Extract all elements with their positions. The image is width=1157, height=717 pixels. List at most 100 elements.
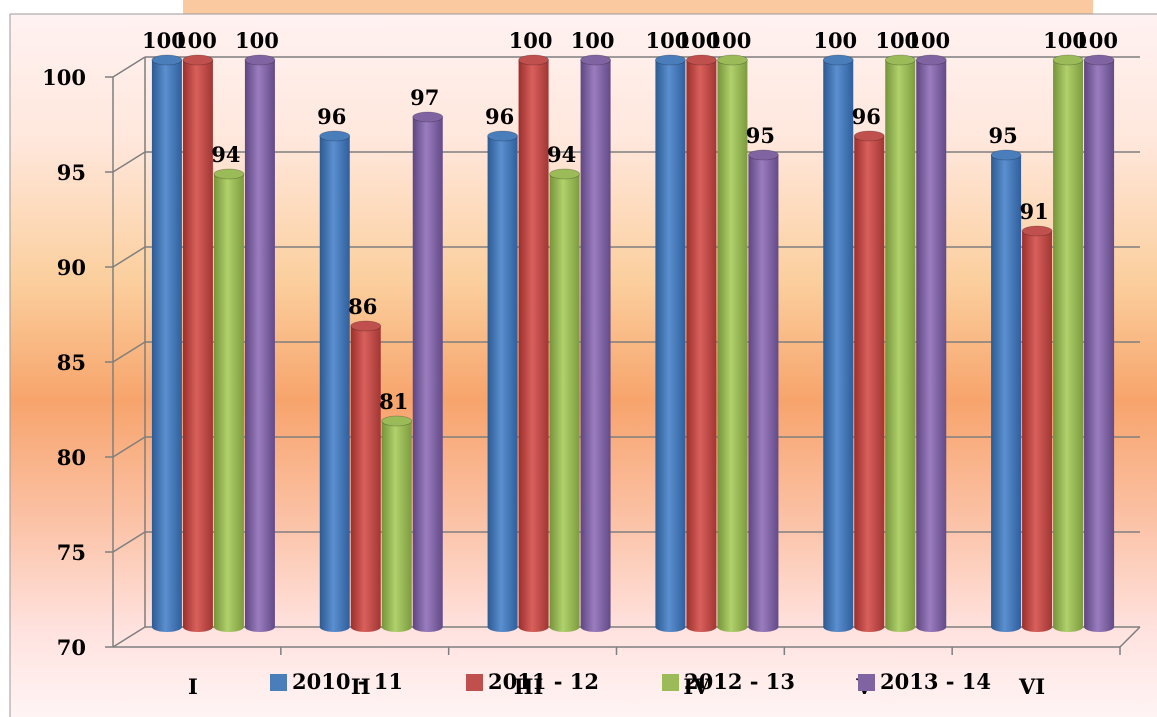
- bar: [213, 168, 245, 632]
- bar-top: [1021, 225, 1053, 237]
- bar-top: [319, 130, 351, 142]
- gridlines: [112, 56, 1140, 648]
- bar-top: [580, 54, 611, 66]
- data-label: 100: [173, 28, 217, 53]
- legend-swatch: [270, 674, 287, 691]
- bar-top: [1083, 54, 1115, 66]
- bar-top: [884, 54, 916, 66]
- legend-item: 2010 - 11: [270, 669, 403, 694]
- bar-body: [1084, 60, 1115, 627]
- bar: [717, 54, 748, 632]
- bar: [350, 320, 382, 632]
- bar-top: [381, 415, 413, 427]
- bar-body: [580, 60, 611, 627]
- gridline-diagonal: [112, 56, 146, 78]
- bar-base: [151, 622, 182, 632]
- data-label: 97: [410, 85, 439, 110]
- data-label: 95: [988, 123, 1017, 148]
- bar-base: [213, 622, 244, 632]
- bar: [853, 130, 885, 632]
- data-label: 94: [211, 142, 240, 167]
- gridline-diagonal: [112, 436, 146, 458]
- y-tick-label: 80: [57, 445, 86, 470]
- data-label: 81: [379, 389, 408, 414]
- bar-body: [381, 421, 412, 627]
- bar-body: [549, 174, 580, 627]
- gridline-diagonal: [112, 626, 146, 648]
- legend-swatch: [662, 674, 679, 691]
- data-label: 86: [348, 294, 377, 319]
- bar: [549, 168, 580, 632]
- data-label: 100: [875, 28, 919, 53]
- x-tick-label: IV: [683, 674, 710, 699]
- bar: [182, 54, 214, 632]
- bar-base: [854, 622, 885, 632]
- bar-top: [182, 54, 214, 66]
- bar-base: [686, 622, 717, 632]
- bar: [655, 54, 686, 632]
- bar-top: [350, 320, 382, 332]
- bars: [151, 54, 1115, 632]
- data-label: 91: [1019, 199, 1048, 224]
- data-label: 96: [485, 104, 514, 129]
- data-label: 96: [852, 104, 881, 129]
- y-tick-label: 75: [57, 540, 86, 565]
- bar: [1052, 54, 1084, 632]
- bar: [244, 54, 276, 632]
- legend: 2010 - 11 2011 - 12 2012 - 13 2013 - 14: [270, 669, 991, 694]
- data-label: 94: [547, 142, 576, 167]
- legend-label: 2010 - 11: [292, 669, 403, 694]
- legend-swatch: [858, 674, 875, 691]
- bar-top: [655, 54, 686, 66]
- gridline-diagonal: [112, 341, 146, 363]
- x-axis-corner: [1119, 626, 1141, 648]
- bar-top: [990, 149, 1022, 161]
- data-label: 100: [235, 28, 279, 53]
- data-label: 100: [142, 28, 186, 53]
- y-tick-label: 100: [42, 65, 86, 90]
- bar-top: [412, 111, 444, 123]
- data-label: 100: [1074, 28, 1118, 53]
- bar-body: [412, 117, 443, 627]
- data-label: 100: [571, 28, 615, 53]
- data-label: 95: [746, 123, 775, 148]
- bar-body: [1053, 60, 1084, 627]
- bar-body: [717, 60, 748, 627]
- bar: [990, 149, 1022, 632]
- bar-base: [518, 622, 549, 632]
- data-label: 100: [707, 28, 751, 53]
- bar-base: [412, 622, 443, 632]
- axes: [105, 57, 1141, 655]
- bar-base: [319, 622, 350, 632]
- bar-body: [182, 60, 213, 627]
- bar-top: [853, 130, 885, 142]
- bar-body: [487, 136, 518, 627]
- bar: [518, 54, 549, 632]
- tick-labels: 707580859095100IIIIIIIVVVI: [42, 65, 1045, 699]
- y-tick-label: 95: [57, 160, 86, 185]
- legend-item: 2013 - 14: [858, 669, 991, 694]
- x-tick-label: I: [188, 674, 198, 699]
- x-tick-label: II: [351, 674, 371, 699]
- bar-base: [580, 622, 611, 632]
- bar-base: [549, 622, 580, 632]
- bar: [748, 149, 779, 632]
- bar: [884, 54, 916, 632]
- bar-top: [717, 54, 748, 66]
- title-band: [183, 0, 1093, 14]
- bar-base: [655, 622, 686, 632]
- data-label: 100: [813, 28, 857, 53]
- data-label: 96: [317, 104, 346, 129]
- bar-top: [748, 149, 779, 161]
- bar-body: [686, 60, 717, 627]
- y-tick-label: 70: [57, 635, 86, 660]
- bar: [319, 130, 351, 632]
- legend-swatch: [466, 674, 483, 691]
- bar-body: [748, 155, 779, 627]
- legend-label: 2013 - 14: [880, 669, 991, 694]
- bar: [686, 54, 717, 632]
- bar-base: [916, 622, 947, 632]
